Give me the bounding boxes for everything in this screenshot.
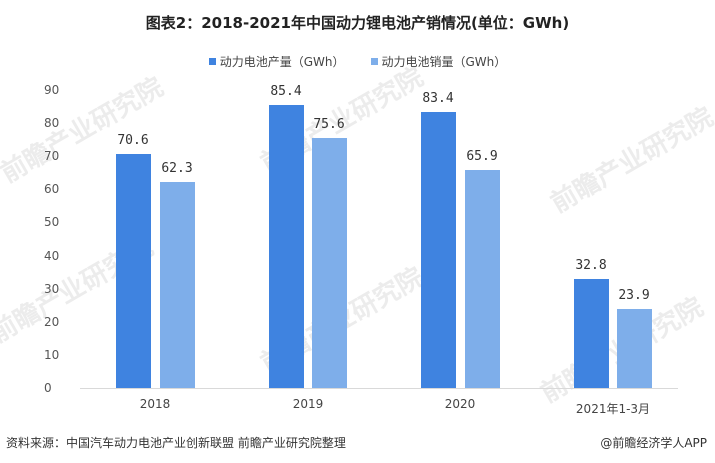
value-label: 70.6: [117, 133, 149, 148]
x-label: 2018: [139, 397, 171, 411]
legend: 动力电池产量（GWh） 动力电池销量（GWh）: [0, 53, 715, 70]
y-tick: 90: [44, 83, 60, 97]
legend-swatch-sales: [370, 58, 378, 65]
bar-sales-2019: [312, 138, 347, 388]
y-tick: 30: [44, 282, 60, 296]
bar-sales-2020: [465, 170, 500, 388]
y-tick: 10: [44, 348, 60, 362]
y-tick: 70: [44, 149, 60, 163]
y-tick: 0: [44, 381, 52, 395]
legend-item-production: 动力电池产量（GWh）: [208, 53, 345, 70]
source-note: 资料来源：中国汽车动力电池产业创新联盟 前瞻产业研究院整理: [6, 436, 346, 450]
y-tick: 50: [44, 215, 60, 229]
x-label: 2019: [292, 397, 324, 411]
bar-production-2021q1: [574, 279, 609, 388]
value-label: 85.4: [270, 84, 302, 99]
y-tick: 20: [44, 315, 60, 329]
value-label: 23.9: [618, 288, 650, 303]
legend-label-production: 动力电池产量（GWh）: [219, 55, 345, 69]
value-label: 83.4: [422, 91, 454, 106]
bar-production-2019: [269, 105, 304, 388]
bar-production-2018: [116, 154, 151, 388]
bar-sales-2018: [160, 182, 195, 388]
y-tick: 60: [44, 182, 60, 196]
bar-production-2020: [421, 112, 456, 388]
y-tick: 40: [44, 249, 60, 263]
value-label: 32.8: [575, 258, 607, 273]
bar-sales-2021q1: [617, 309, 652, 388]
legend-item-sales: 动力电池销量（GWh）: [370, 53, 507, 70]
x-axis-line: [80, 388, 678, 389]
x-label: 2021年1-3月: [575, 402, 651, 416]
value-label: 65.9: [466, 149, 498, 164]
chart-title: 图表2：2018-2021年中国动力锂电池产销情况(单位：GWh): [145, 14, 570, 32]
x-label: 2020: [444, 397, 476, 411]
legend-label-sales: 动力电池销量（GWh）: [381, 55, 507, 69]
legend-swatch-production: [208, 58, 216, 65]
credit-note: @前瞻经济学人APP: [600, 436, 707, 450]
y-tick: 80: [44, 116, 60, 130]
value-label: 62.3: [161, 161, 193, 176]
value-label: 75.6: [313, 117, 345, 132]
